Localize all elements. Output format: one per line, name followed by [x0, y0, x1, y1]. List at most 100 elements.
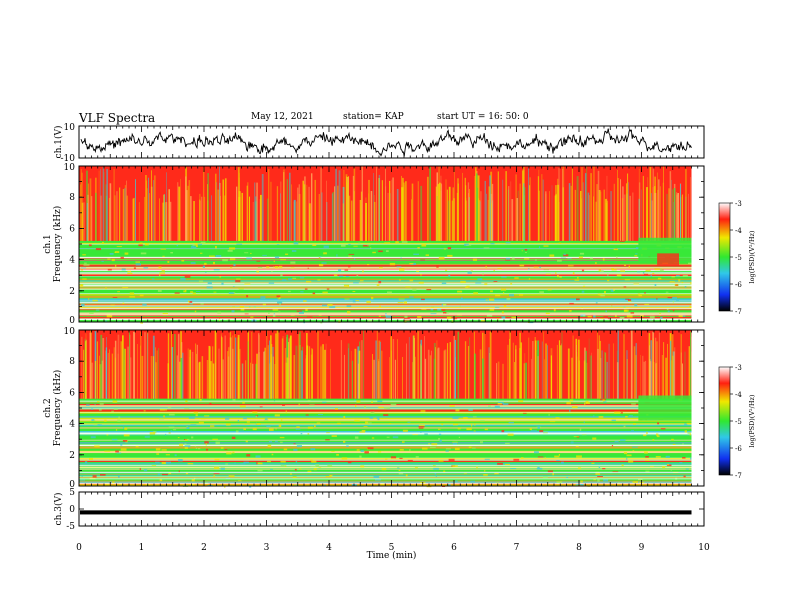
spec-streak [627, 173, 629, 241]
spec-streak [347, 177, 349, 241]
spec-speckle [505, 259, 511, 261]
spec-streak [232, 335, 234, 399]
spec-speckle [377, 418, 380, 421]
spec-streak [508, 186, 510, 241]
spec-streak [189, 349, 191, 399]
spec-speckle [273, 266, 275, 268]
spec-streak [250, 362, 251, 399]
spec-speckle [563, 254, 569, 257]
spec-streak [343, 170, 345, 241]
spec-speckle [593, 479, 596, 481]
spec-streak [348, 176, 349, 241]
spec-speckle [231, 310, 235, 313]
spec-streak [155, 362, 157, 399]
spec-streak [221, 337, 223, 399]
spec-stripe [79, 298, 692, 301]
colorbar-tick-label: -6 [735, 445, 742, 453]
spec-speckle [117, 419, 121, 422]
spec-speckle [222, 259, 228, 262]
spec-streak [616, 362, 619, 399]
spec-speckle [500, 288, 507, 291]
spec-streak [302, 180, 304, 241]
spec-streak [299, 331, 301, 399]
spec-speckle [206, 286, 213, 289]
spec-speckle [292, 277, 297, 279]
spec-speckle [685, 468, 689, 470]
spec-speckle [665, 455, 670, 458]
spec-speckle [95, 309, 100, 311]
spec-streak [497, 171, 499, 241]
spec-streak [676, 192, 678, 241]
spec-speckle [682, 457, 686, 459]
spec-speckle [358, 242, 361, 245]
spec-streak [176, 355, 178, 399]
spec-streak [397, 339, 398, 399]
spec-speckle [262, 303, 266, 306]
spec-speckle [115, 450, 119, 453]
spec-speckle [89, 457, 93, 460]
spec-speckle [409, 449, 411, 451]
spec-streak [96, 341, 98, 399]
spec-streak [322, 344, 324, 399]
spec-speckle [120, 256, 124, 259]
spec-speckle [243, 418, 247, 420]
spec-speckle [662, 466, 666, 469]
spec-speckle [614, 440, 619, 442]
spec-streak [133, 331, 135, 399]
spec-streak [256, 182, 258, 241]
spec-speckle [326, 288, 330, 290]
spec-speckle [235, 430, 239, 433]
spec-speckle [431, 306, 435, 309]
spec-streak [201, 356, 204, 399]
spec-speckle [638, 294, 642, 297]
spec-speckle [337, 422, 341, 425]
spec-speckle [405, 286, 411, 288]
spec-speckle [240, 463, 246, 465]
spec-speckle [280, 441, 283, 444]
y-tick-label: 10 [64, 123, 76, 133]
spec-speckle [159, 272, 166, 274]
spec-speckle [656, 298, 658, 300]
spec-speckle [99, 403, 104, 405]
spec-streak [562, 168, 564, 241]
spec-speckle [539, 266, 541, 269]
y-tick-label: 5 [69, 488, 75, 498]
spec-speckle [194, 445, 196, 447]
spec-streak [153, 180, 155, 241]
spec-speckle [105, 287, 107, 290]
spec-streak [401, 187, 404, 241]
ch1-spec-ylabel-line: Frequency (kHz) [52, 206, 63, 283]
spec-streak [431, 350, 432, 399]
spec-speckle [646, 431, 648, 434]
spec-streak [252, 202, 254, 241]
spec-speckle [318, 466, 322, 468]
spec-speckle [598, 466, 601, 468]
spec-streak [129, 331, 130, 399]
spec-streak [168, 190, 170, 241]
y-tick-label: 0 [69, 480, 75, 490]
spec-nodata [691, 166, 704, 322]
spec-speckle [442, 309, 446, 312]
y-tick-label: 0 [69, 316, 75, 326]
spec-streak [484, 180, 486, 241]
spec-speckle [244, 423, 251, 425]
spec-speckle [485, 265, 487, 269]
spec-speckle [165, 461, 171, 464]
spec-speckle [122, 302, 125, 304]
spec-streak [514, 362, 515, 399]
spec-speckle [204, 441, 209, 444]
spec-speckle [569, 409, 571, 412]
spec-speckle [545, 273, 551, 275]
spec-streak [165, 202, 168, 241]
spec-speckle [280, 274, 283, 276]
spec-speckle [623, 306, 626, 309]
spec-speckle [482, 273, 484, 276]
spec-streak [572, 335, 574, 399]
spec-streak [168, 189, 170, 241]
spec-speckle [256, 461, 258, 465]
spec-speckle [379, 267, 383, 269]
spec-streak [617, 178, 620, 241]
spec-streak [89, 178, 92, 241]
spec-streak [239, 348, 241, 399]
spec-speckle [602, 258, 605, 261]
